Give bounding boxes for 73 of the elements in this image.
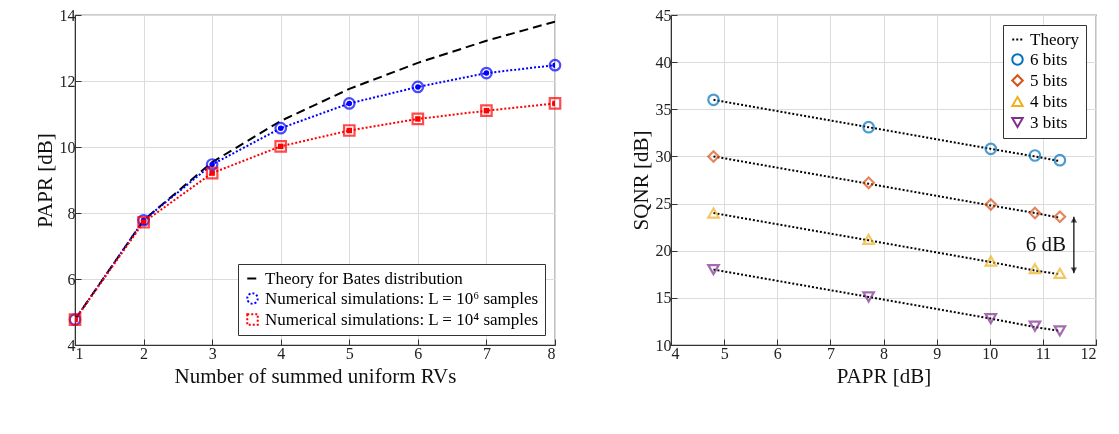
point xyxy=(1053,267,1067,279)
legend-label: 4 bits xyxy=(1030,91,1068,111)
point xyxy=(1053,325,1067,337)
x-tick-label: 5 xyxy=(345,344,354,362)
x-tick-label: 9 xyxy=(933,344,942,362)
y-tick-label: 15 xyxy=(655,289,672,307)
point xyxy=(707,263,720,276)
point xyxy=(205,166,219,180)
x-tick-label: 12 xyxy=(1080,344,1097,362)
x-tick-label: 11 xyxy=(1035,344,1052,362)
point xyxy=(274,140,288,153)
y-tick-label: 30 xyxy=(655,147,672,165)
x-tick-label: 8 xyxy=(547,344,556,362)
y-tick-label: 20 xyxy=(655,242,672,260)
point xyxy=(411,112,425,126)
point xyxy=(480,104,493,118)
x-tick-label: 8 xyxy=(880,344,888,362)
point xyxy=(1028,262,1042,275)
y-axis-title: SQNR [dB] xyxy=(628,130,653,231)
point xyxy=(548,58,562,72)
point xyxy=(1053,153,1067,167)
point xyxy=(984,312,998,325)
point xyxy=(862,233,875,246)
point xyxy=(707,93,720,107)
legend-label: Numerical simulations: L = 10⁶ samples xyxy=(265,288,539,308)
point xyxy=(1028,149,1042,162)
x-tick-label: 7 xyxy=(826,344,835,362)
y-tick-label: 6 xyxy=(67,270,76,288)
point xyxy=(1028,206,1042,220)
point xyxy=(548,97,562,110)
point xyxy=(707,207,720,219)
point xyxy=(984,198,998,211)
legend-label: Theory xyxy=(1030,29,1080,49)
y-tick-label: 45 xyxy=(655,6,672,24)
x-tick-label: 3 xyxy=(208,344,217,362)
point xyxy=(984,142,998,156)
y-tick-label: 8 xyxy=(67,204,76,222)
annotation: 6 dB xyxy=(1025,232,1067,257)
y-tick-label: 12 xyxy=(59,72,76,90)
y-tick-label: 10 xyxy=(59,138,76,156)
legend-label: Numerical simulations: L = 10⁴ samples xyxy=(265,309,539,329)
point xyxy=(862,120,875,134)
point xyxy=(1028,320,1042,332)
y-tick-label: 35 xyxy=(655,100,672,118)
x-axis-title: PAPR [dB] xyxy=(836,363,932,388)
point xyxy=(342,124,356,137)
y-tick-label: 40 xyxy=(655,53,672,71)
point xyxy=(984,255,998,267)
legend-label: 6 bits xyxy=(1030,49,1068,69)
point xyxy=(342,97,356,110)
point xyxy=(862,291,875,303)
point xyxy=(707,150,720,163)
y-tick-label: 25 xyxy=(655,195,672,213)
point xyxy=(205,158,219,171)
x-tick-label: 10 xyxy=(982,344,999,362)
legend-label: 3 bits xyxy=(1030,112,1068,132)
x-axis-title: Number of summed uniform RVs xyxy=(174,363,457,388)
point xyxy=(274,121,288,135)
x-tick-label: 2 xyxy=(140,344,149,362)
x-tick-label: 6 xyxy=(773,344,782,362)
point xyxy=(480,66,493,80)
y-tick-label: 14 xyxy=(59,6,76,24)
point xyxy=(862,176,875,190)
point xyxy=(1053,210,1067,224)
x-tick-label: 1 xyxy=(75,344,84,362)
x-tick-label: 4 xyxy=(277,344,286,362)
legend-label: Theory for Bates distribution xyxy=(265,268,464,288)
x-tick-label: 5 xyxy=(720,344,729,362)
x-tick-label: 6 xyxy=(414,344,423,362)
point xyxy=(411,80,425,94)
x-tick-label: 7 xyxy=(482,344,491,362)
y-axis-title: PAPR [dB] xyxy=(32,133,57,228)
legend-label: 5 bits xyxy=(1030,70,1068,90)
